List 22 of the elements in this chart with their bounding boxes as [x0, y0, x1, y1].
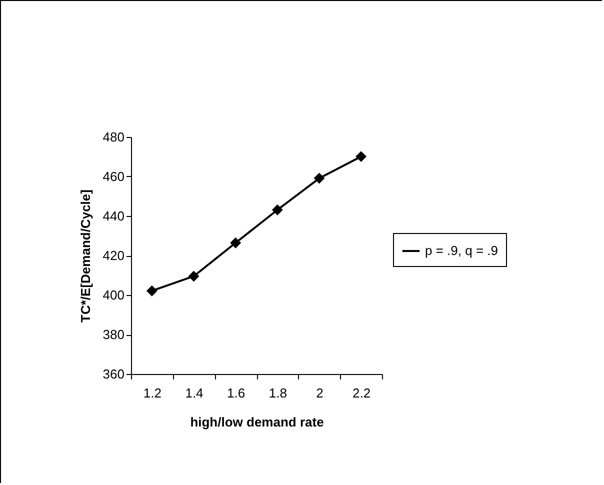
- point: [272, 204, 283, 216]
- y-axis-title: TC*/E[Demand/Cycle]: [78, 190, 93, 322]
- x-axis-title: high/low demand rate: [190, 414, 324, 430]
- x-tick-label: 2.2: [352, 386, 371, 400]
- legend-label: p = .9, q = .9: [425, 243, 498, 258]
- y-tick-label: 480: [102, 130, 124, 144]
- y-tick-label: 360: [102, 366, 124, 382]
- x-tick-label: 1.6: [227, 386, 246, 400]
- y-tick-label: 380: [102, 327, 124, 342]
- point: [356, 151, 367, 162]
- y-tick-label: 440: [102, 208, 124, 224]
- y-tick-label: 420: [102, 248, 124, 263]
- point: [230, 237, 242, 248]
- point: [188, 270, 200, 282]
- x-tick-label: 1.4: [185, 386, 204, 400]
- x-tick-label: 2: [316, 386, 324, 400]
- x-tick-label: 1.2: [143, 386, 162, 400]
- point: [314, 172, 325, 184]
- point: [146, 285, 158, 296]
- x-tick-label: 1.8: [268, 386, 287, 400]
- y-tick-label: 460: [102, 169, 124, 184]
- y-tick-label: 400: [102, 288, 124, 302]
